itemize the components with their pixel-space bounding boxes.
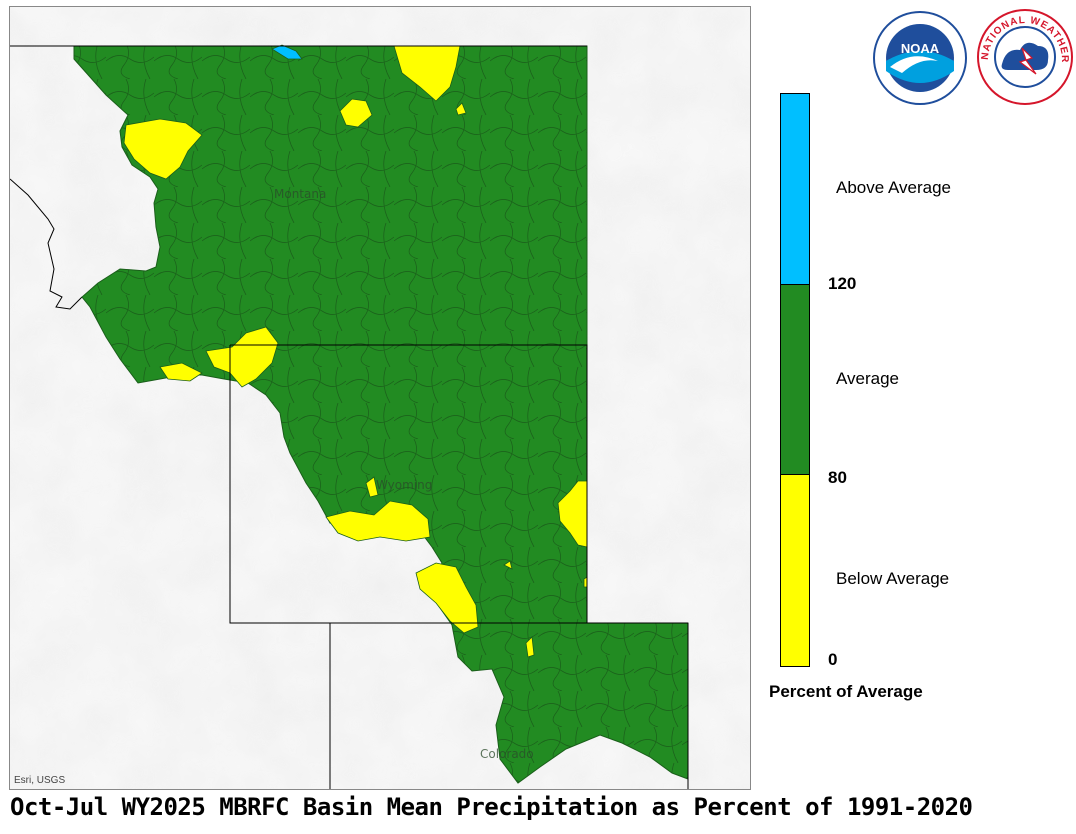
border-line bbox=[10, 178, 83, 310]
noaa-logo: NOAA bbox=[873, 11, 967, 105]
average-region bbox=[73, 45, 689, 784]
map-caption: Oct-Jul WY2025 MBRFC Basin Mean Precipit… bbox=[10, 793, 973, 821]
legend-color-bar bbox=[780, 93, 810, 667]
state-label-wyoming: Wyoming bbox=[376, 478, 433, 492]
legend-label-below-average: Below Average bbox=[836, 569, 950, 588]
legend-label-average: Average bbox=[836, 369, 900, 388]
legend-label-above-average: Above Average bbox=[836, 178, 951, 197]
legend-tick-0: 0 bbox=[828, 650, 838, 669]
nws-logo: NATIONAL WEATHER SERVICE bbox=[976, 8, 1073, 105]
basin-map bbox=[10, 7, 750, 789]
state-label-colorado: Colorado bbox=[480, 747, 534, 761]
state-label-montana: Montana bbox=[274, 187, 327, 201]
noaa-logo-text: NOAA bbox=[901, 41, 940, 56]
legend-title: Percent of Average bbox=[769, 682, 923, 701]
legend-tick-120: 120 bbox=[828, 274, 857, 293]
map-attribution: Esri, USGS bbox=[14, 775, 66, 786]
state-boundaries bbox=[10, 45, 689, 789]
legend-below-average-swatch bbox=[780, 474, 810, 667]
map-panel[interactable]: Montana Wyoming Colorado Esri, USGS bbox=[9, 6, 751, 790]
legend-tick-80: 80 bbox=[828, 468, 847, 487]
below-average-region bbox=[123, 45, 588, 658]
legend-average-swatch bbox=[780, 284, 810, 475]
legend-above-average-swatch bbox=[780, 93, 810, 285]
